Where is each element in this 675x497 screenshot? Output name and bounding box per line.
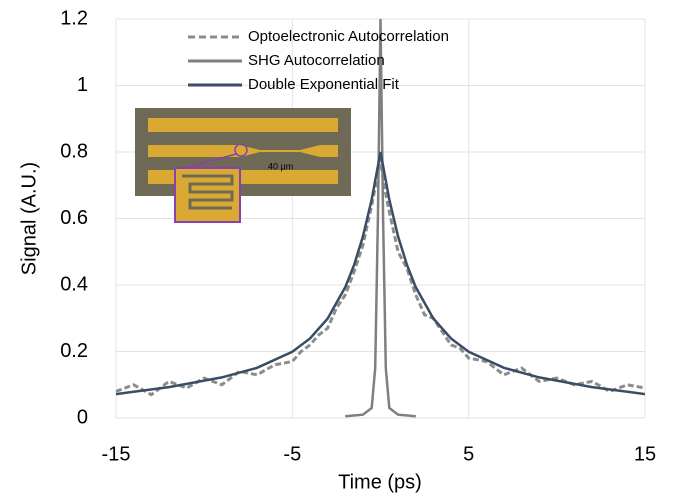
y-tick-label: 0.2 [60, 340, 88, 362]
inset-label: 40 μm [268, 161, 293, 171]
y-tick-label: 1 [77, 74, 88, 96]
series-line [345, 19, 416, 418]
legend-label: Optoelectronic Autocorrelation [248, 28, 449, 45]
inset-image [135, 108, 351, 223]
legend-label: SHG Autocorrelation [248, 52, 385, 69]
y-tick-label: 0.4 [60, 273, 88, 295]
x-tick-label: 15 [634, 443, 656, 465]
legend-label: Double Exponential Fit [248, 76, 400, 93]
series-line [116, 151, 645, 396]
y-tick-label: 0.6 [60, 207, 88, 229]
y-tick-label: 1.2 [60, 7, 88, 29]
x-tick-label: 5 [463, 443, 474, 465]
x-tick-label: -15 [102, 443, 131, 465]
x-tick-label: -5 [283, 443, 301, 465]
x-axis-label: Time (ps) [338, 471, 422, 493]
y-tick-label: 0.8 [60, 140, 88, 162]
y-tick-label: 0 [77, 406, 88, 428]
y-axis-label: Signal (A.U.) [18, 162, 40, 275]
legend: Optoelectronic Autocorrelation SHG Autoco… [188, 28, 449, 93]
